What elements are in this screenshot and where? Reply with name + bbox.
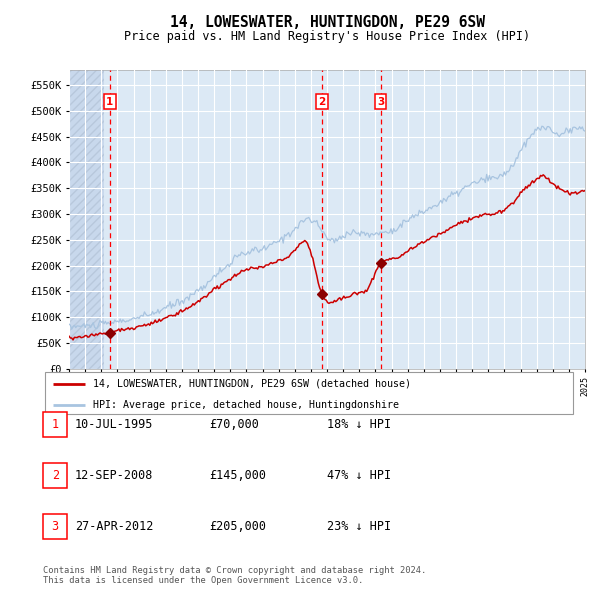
Text: £145,000: £145,000 bbox=[209, 469, 266, 482]
Text: 14, LOWESWATER, HUNTINGDON, PE29 6SW (detached house): 14, LOWESWATER, HUNTINGDON, PE29 6SW (de… bbox=[92, 379, 410, 389]
Text: 1: 1 bbox=[106, 97, 113, 107]
Text: 1: 1 bbox=[52, 418, 59, 431]
Text: £70,000: £70,000 bbox=[209, 418, 259, 431]
Text: Price paid vs. HM Land Registry's House Price Index (HPI): Price paid vs. HM Land Registry's House … bbox=[124, 30, 530, 43]
Text: 14, LOWESWATER, HUNTINGDON, PE29 6SW: 14, LOWESWATER, HUNTINGDON, PE29 6SW bbox=[170, 15, 485, 30]
Text: 3: 3 bbox=[52, 520, 59, 533]
Text: 12-SEP-2008: 12-SEP-2008 bbox=[75, 469, 154, 482]
Text: 2: 2 bbox=[319, 97, 326, 107]
FancyBboxPatch shape bbox=[45, 372, 573, 414]
Text: 47% ↓ HPI: 47% ↓ HPI bbox=[327, 469, 391, 482]
Text: 10-JUL-1995: 10-JUL-1995 bbox=[75, 418, 154, 431]
Text: HPI: Average price, detached house, Huntingdonshire: HPI: Average price, detached house, Hunt… bbox=[92, 400, 398, 410]
Text: 18% ↓ HPI: 18% ↓ HPI bbox=[327, 418, 391, 431]
Text: 23% ↓ HPI: 23% ↓ HPI bbox=[327, 520, 391, 533]
Text: 2: 2 bbox=[52, 469, 59, 482]
Text: 27-APR-2012: 27-APR-2012 bbox=[75, 520, 154, 533]
Text: Contains HM Land Registry data © Crown copyright and database right 2024.
This d: Contains HM Land Registry data © Crown c… bbox=[43, 566, 427, 585]
Text: 3: 3 bbox=[377, 97, 384, 107]
Text: £205,000: £205,000 bbox=[209, 520, 266, 533]
